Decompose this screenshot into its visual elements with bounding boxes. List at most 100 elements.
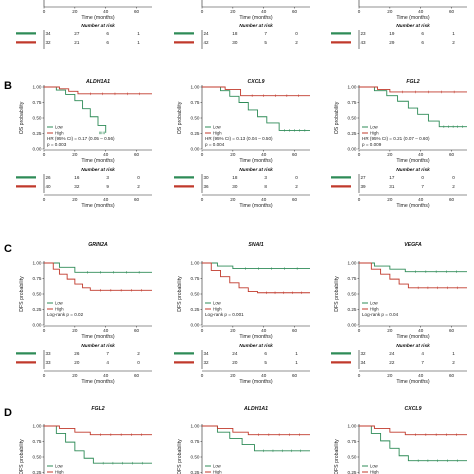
risk-count: 30 [232,184,238,189]
y-axis-label: OS probability [177,101,183,134]
legend-high: High [55,307,64,312]
risk-x-tick-label: 20 [72,373,78,378]
risk-x-axis-label: Time (months) [81,203,115,209]
risk-x-tick-label: 20 [230,373,236,378]
risk-x-tick-label: 60 [449,197,455,202]
risk-count: 3 [106,175,109,180]
risk-count: 4 [421,351,424,356]
risk-count: 2 [137,351,140,356]
top-panel-1: 0 20 40 60 Time (months) Number at risk 24 18 7 0… [174,0,310,49]
risk-count: 7 [264,31,267,36]
risk-title: Number at risk [396,167,430,173]
y-tick-label: 0.75 [191,439,200,444]
y-tick-label: 1.00 [191,85,200,90]
risk-count: 27 [74,31,80,36]
risk-count: 32 [360,351,366,356]
risk-count: 32 [45,40,51,45]
risk-x-tick-label: 60 [292,197,298,202]
km-plot-c-grin2a: GRIN2A 0.00 0.25 0.50 0.75 1.00 DFS probabilit… [16,242,152,385]
km-plot-c-snai1: SNAI1 0.00 0.25 0.50 0.75 1.00 DFS probability… [174,242,310,385]
curve-high [359,262,467,289]
x-axis-label: Time (months) [81,15,115,21]
risk-x-tick-label: 40 [418,373,424,378]
curve-high [44,86,152,95]
km-plot-b-fgl2: FGL2 0.00 0.25 0.50 0.75 1.00 OS probability Lo… [331,79,467,209]
x-tick-label: 20 [230,9,236,14]
y-tick-label: 0.00 [33,147,42,152]
x-tick-label: 40 [261,9,267,14]
risk-count: 4 [106,360,109,365]
x-axis-label: Time (months) [239,15,273,21]
risk-x-tick-label: 40 [418,197,424,202]
risk-count: 32 [203,360,209,365]
risk-count: 6 [264,351,267,356]
risk-count: 24 [203,31,209,36]
panel-label-c: C [4,243,12,255]
plot-title: GRIN2A [88,242,108,248]
risk-count: 26 [74,351,80,356]
risk-count: 33 [45,351,51,356]
y-axis-label: DFS probability [177,439,183,474]
risk-count: 34 [360,360,366,365]
x-tick-label: 0 [358,9,361,14]
stat-note: Log-rank p = 0.001 [205,312,244,317]
risk-count: 22 [389,360,395,365]
risk-count: 0 [295,175,298,180]
risk-count: 3 [264,175,267,180]
y-tick-label: 0.25 [191,131,200,136]
risk-x-tick-label: 60 [449,373,455,378]
curve-low [202,425,310,452]
risk-count: 8 [264,184,267,189]
risk-x-axis-label: Time (months) [239,203,273,209]
x-tick-label: 60 [292,328,298,333]
curve-low [359,425,467,462]
legend-high: High [213,307,222,312]
y-tick-label: 0.25 [33,470,42,474]
risk-count: 34 [45,31,51,36]
risk-count: 0 [421,175,424,180]
x-tick-label: 20 [387,9,393,14]
risk-count: 20 [74,360,80,365]
risk-count: 2 [295,184,298,189]
plot-title: CXCL9 [247,79,264,85]
risk-title: Number at risk [239,23,273,29]
y-axis-label: OS probability [334,101,340,134]
risk-x-axis-label: Time (months) [81,379,115,385]
risk-title: Number at risk [81,167,115,173]
risk-count: 7 [106,351,109,356]
y-axis-label: DFS probability [19,439,25,474]
risk-x-tick-label: 0 [43,373,46,378]
risk-x-tick-label: 0 [358,197,361,202]
x-tick-label: 0 [201,152,204,157]
risk-x-axis-label: Time (months) [396,203,430,209]
y-tick-label: 0.75 [191,276,200,281]
risk-x-tick-label: 0 [201,373,204,378]
risk-count: 30 [203,175,209,180]
risk-x-axis-label: Time (months) [396,379,430,385]
legend-high: High [55,131,64,136]
y-axis-label: DFS probability [334,439,340,474]
risk-count: 5 [264,40,267,45]
risk-count: 1 [452,31,455,36]
curve-high [359,86,467,93]
x-tick-label: 0 [201,9,204,14]
curve-low [359,262,467,273]
km-plot-b-cxcl9: CXCL9 0.00 0.25 0.50 0.75 1.00 OS probability L… [174,79,310,209]
risk-count: 30 [232,40,238,45]
plot-title: FGL2 [91,406,104,412]
curve-high [44,262,152,291]
x-tick-label: 40 [103,9,109,14]
curve-high [202,86,310,97]
risk-count: 18 [232,31,238,36]
y-tick-label: 1.00 [33,424,42,429]
x-tick-label: 60 [134,328,140,333]
risk-x-tick-label: 20 [387,373,393,378]
legend-low: Low [213,125,222,130]
x-tick-label: 0 [358,328,361,333]
x-tick-label: 20 [230,328,236,333]
x-tick-label: 40 [103,328,109,333]
risk-count: 24 [232,351,238,356]
risk-x-tick-label: 60 [134,197,140,202]
curve-low [359,86,467,128]
legend-low: Low [55,125,64,130]
